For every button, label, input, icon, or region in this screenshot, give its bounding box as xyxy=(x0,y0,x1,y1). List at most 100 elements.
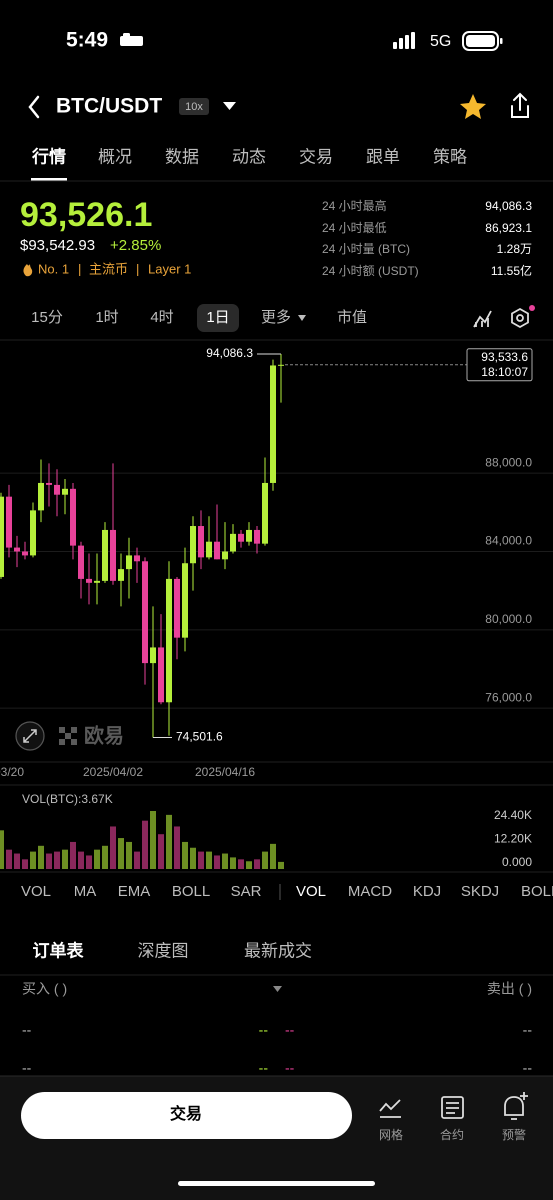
indicator[interactable]: KDJ xyxy=(413,883,441,900)
price-box-countdown: 18:10:07 xyxy=(481,365,528,379)
x-tick-label: 2025/04/16 xyxy=(195,765,255,779)
signal-icon xyxy=(393,32,415,49)
volume-bar xyxy=(190,847,196,869)
candle-body xyxy=(182,563,188,638)
volume-bar xyxy=(150,811,156,869)
volume-bar xyxy=(158,834,164,869)
candle-body xyxy=(222,551,228,560)
grid-icon-part[interactable] xyxy=(379,1099,401,1112)
indicator[interactable]: SAR xyxy=(231,883,262,900)
volume-bar xyxy=(118,838,124,869)
bid-price: -- xyxy=(259,1060,269,1076)
indicator-button-part[interactable] xyxy=(473,310,492,328)
candle-body xyxy=(158,647,164,703)
tab[interactable]: 数据 xyxy=(165,147,199,166)
tab[interactable]: 概况 xyxy=(98,147,132,166)
sleep-icon xyxy=(120,33,143,46)
tab[interactable]: 交易 xyxy=(299,147,333,166)
alert-icon[interactable] xyxy=(504,1092,528,1120)
tool-label[interactable]: 合约 xyxy=(440,1127,464,1142)
stat-label: 24 小时额 (USDT) xyxy=(322,264,419,278)
category-tag[interactable]: 主流币 xyxy=(89,261,128,276)
candle-body xyxy=(62,488,68,495)
volume-bar xyxy=(126,841,132,869)
battery-icon-part xyxy=(462,31,499,51)
volume-bar xyxy=(206,851,212,869)
trade-button-label[interactable]: 交易 xyxy=(170,1104,202,1123)
settings-button-part[interactable] xyxy=(516,314,524,322)
share-button[interactable] xyxy=(511,92,529,118)
tab[interactable]: 动态 xyxy=(232,147,266,166)
tool-label[interactable]: 网格 xyxy=(379,1127,403,1142)
stat-value: 1.28万 xyxy=(497,242,532,256)
timeframe[interactable]: 1日 xyxy=(206,309,229,326)
indicator[interactable]: BOLL xyxy=(172,883,210,900)
timeframe[interactable]: 15分 xyxy=(31,309,63,326)
watermark-logo xyxy=(59,727,77,745)
volume-bar xyxy=(102,845,108,869)
candle-body xyxy=(54,484,60,495)
more-dropdown[interactable] xyxy=(298,315,306,321)
volume-bar xyxy=(22,859,28,869)
favorite-star[interactable] xyxy=(460,94,486,119)
grid-icon[interactable] xyxy=(379,1099,401,1118)
candle-body xyxy=(198,526,204,558)
timeframe[interactable]: 更多 xyxy=(261,309,291,326)
settings-button-part[interactable] xyxy=(529,305,535,311)
timeframe[interactable]: 4时 xyxy=(150,309,173,326)
bid-header: 买入 ( ) xyxy=(22,981,67,997)
indicator[interactable]: MACD xyxy=(348,883,392,900)
indicator[interactable]: VOL xyxy=(21,883,51,900)
stat-label: 24 小时量 (BTC) xyxy=(322,242,410,256)
volume-bar xyxy=(198,851,204,869)
candle-body xyxy=(238,533,244,542)
indicator[interactable]: BOLL xyxy=(521,883,553,900)
indicator[interactable]: EMA xyxy=(118,883,151,900)
indicator[interactable]: VOL xyxy=(296,883,326,900)
volume-bar xyxy=(62,849,68,869)
precision-dropdown[interactable] xyxy=(273,986,282,992)
fullscreen-button[interactable] xyxy=(15,721,45,751)
contract-icon-part[interactable] xyxy=(441,1096,464,1119)
indicator[interactable]: MA xyxy=(74,883,97,900)
order-tab[interactable]: 最新成交 xyxy=(244,941,312,960)
fire-icon xyxy=(23,264,33,277)
price-box-value: 93,533.6 xyxy=(481,350,528,364)
contract-icon[interactable] xyxy=(441,1096,464,1119)
indicator-button[interactable] xyxy=(473,310,492,328)
alert-icon-part[interactable] xyxy=(520,1092,528,1100)
ask-qty: -- xyxy=(523,1060,533,1076)
battery-icon xyxy=(462,31,503,51)
settings-button[interactable] xyxy=(511,305,535,329)
tab[interactable]: 行情 xyxy=(31,146,66,166)
candle-body xyxy=(94,580,100,583)
indicator-button-part[interactable] xyxy=(475,318,489,327)
last-price: 93,526.1 xyxy=(20,196,152,234)
status-time: 5:49 xyxy=(66,29,108,52)
fullscreen-button-part[interactable] xyxy=(23,729,37,743)
sector-tag[interactable]: Layer 1 xyxy=(148,261,191,276)
volume-bar xyxy=(174,826,180,869)
contract-icon-part[interactable] xyxy=(446,1102,459,1114)
tab[interactable]: 跟单 xyxy=(366,147,400,166)
alert-icon-part[interactable] xyxy=(504,1096,524,1116)
order-tab[interactable]: 深度图 xyxy=(138,941,189,960)
volume-bar xyxy=(222,853,228,869)
pair-title[interactable]: BTC/USDT xyxy=(56,95,162,118)
timeframe[interactable]: 1时 xyxy=(95,309,118,326)
share-button-part[interactable] xyxy=(511,105,529,118)
tool-label[interactable]: 预警 xyxy=(502,1127,526,1142)
pair-dropdown[interactable] xyxy=(223,102,236,110)
indicator[interactable]: SKDJ xyxy=(461,883,499,900)
trade-button[interactable] xyxy=(21,1092,352,1139)
tab[interactable]: 策略 xyxy=(433,147,467,166)
settings-button-part[interactable] xyxy=(511,307,529,329)
share-button-part[interactable] xyxy=(513,92,527,101)
order-tab[interactable]: 订单表 xyxy=(33,940,85,960)
timeframe[interactable]: 市值 xyxy=(337,309,367,326)
back-button[interactable] xyxy=(28,95,40,119)
signal-icon-part xyxy=(411,32,415,49)
candle-body xyxy=(0,496,4,577)
candle-body xyxy=(190,526,196,564)
